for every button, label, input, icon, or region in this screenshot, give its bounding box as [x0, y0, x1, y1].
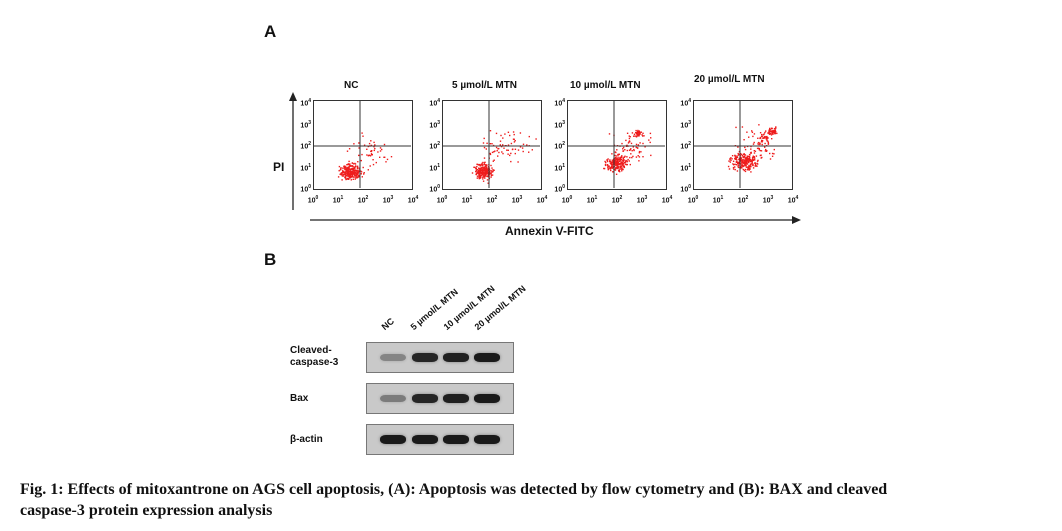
y-tick-label: 101	[429, 162, 440, 172]
x-tick-label: 101	[461, 195, 473, 205]
x-tick-label: 102	[486, 195, 498, 205]
x-tick-label: 100	[687, 195, 699, 205]
y-tick-label: 100	[680, 184, 691, 194]
protein-band	[380, 435, 406, 444]
x-tick-label: 103	[382, 195, 394, 205]
y-tick-label: 101	[554, 162, 565, 172]
event-dots	[603, 129, 652, 175]
blot-strip	[366, 383, 514, 414]
y-tick-label: 102	[429, 141, 440, 151]
x-tick-label: 102	[357, 195, 369, 205]
y-tick-label: 104	[300, 98, 311, 108]
blot-row-label: Bax	[290, 393, 309, 404]
scatter-area	[568, 101, 665, 188]
protein-band	[412, 394, 438, 403]
y-tick-label: 102	[554, 141, 565, 151]
condition-label: NC	[344, 80, 359, 91]
flow-plot	[313, 100, 413, 190]
event-dots	[471, 130, 537, 184]
x-tick-label: 101	[332, 195, 344, 205]
flow-plot	[567, 100, 667, 190]
y-tick-label: 100	[300, 184, 311, 194]
x-tick-label: 104	[536, 195, 548, 205]
y-tick-label: 103	[680, 119, 691, 130]
protein-band	[412, 435, 438, 444]
x-axis-title: Annexin V-FITC	[505, 224, 594, 238]
x-tick-label: 103	[762, 195, 774, 205]
x-axis-arrow	[310, 216, 801, 224]
protein-band	[443, 435, 469, 444]
y-tick-label: 103	[429, 119, 440, 130]
lane-label: NC	[379, 315, 396, 332]
condition-label: 10 µmol/L MTN	[570, 80, 641, 91]
y-tick-label: 101	[680, 162, 691, 172]
x-tick-label: 100	[307, 195, 319, 205]
scatter-area	[443, 101, 540, 188]
scatter-area	[694, 101, 791, 188]
event-dots	[727, 124, 778, 173]
x-tick-label: 104	[661, 195, 673, 205]
x-tick-label: 103	[636, 195, 648, 205]
y-tick-label: 102	[300, 141, 311, 151]
protein-band	[474, 435, 500, 444]
protein-band	[380, 354, 406, 361]
x-tick-label: 104	[787, 195, 799, 205]
figure-caption: Fig. 1: Effects of mitoxantrone on AGS c…	[20, 479, 1055, 521]
event-dots	[337, 132, 393, 181]
protein-band	[474, 394, 500, 403]
scatter-area	[314, 101, 411, 188]
panel-a-letter: A	[264, 22, 277, 41]
y-tick-label: 103	[300, 119, 311, 130]
y-tick-label: 100	[554, 184, 565, 194]
protein-band	[474, 353, 500, 362]
protein-band	[380, 395, 406, 402]
protein-band	[443, 394, 469, 403]
x-tick-label: 100	[561, 195, 573, 205]
y-tick-label: 104	[554, 98, 565, 108]
x-tick-label: 102	[737, 195, 749, 205]
blot-strip	[366, 342, 514, 373]
caption-line-1: Fig. 1: Effects of mitoxantrone on AGS c…	[20, 481, 888, 498]
y-tick-label: 104	[429, 98, 440, 108]
x-tick-label: 102	[611, 195, 623, 205]
condition-label: 5 µmol/L MTN	[452, 80, 518, 91]
x-tick-label: 104	[407, 195, 419, 205]
y-axis-arrow	[289, 92, 297, 210]
blot-strip	[366, 424, 514, 455]
caption-line-2: caspase-3 protein expression analysis	[20, 502, 273, 519]
protein-band	[412, 353, 438, 362]
flow-plot	[693, 100, 793, 190]
condition-label: 20 µmol/L MTN	[694, 74, 765, 85]
x-tick-label: 100	[436, 195, 448, 205]
y-tick-label: 101	[300, 162, 311, 172]
y-axis-title: PI	[273, 160, 285, 174]
blot-row-label: β-actin	[290, 434, 323, 445]
x-tick-label: 103	[511, 195, 523, 205]
panel-b-letter: B	[264, 250, 277, 269]
protein-band	[443, 353, 469, 362]
y-tick-label: 100	[429, 184, 440, 194]
x-tick-label: 101	[586, 195, 598, 205]
y-tick-label: 103	[554, 119, 565, 130]
blot-row-label: Cleaved-caspase-3	[290, 345, 339, 368]
y-tick-label: 104	[680, 98, 691, 108]
x-tick-label: 101	[712, 195, 724, 205]
flow-plot	[442, 100, 542, 190]
y-tick-label: 102	[680, 141, 691, 151]
